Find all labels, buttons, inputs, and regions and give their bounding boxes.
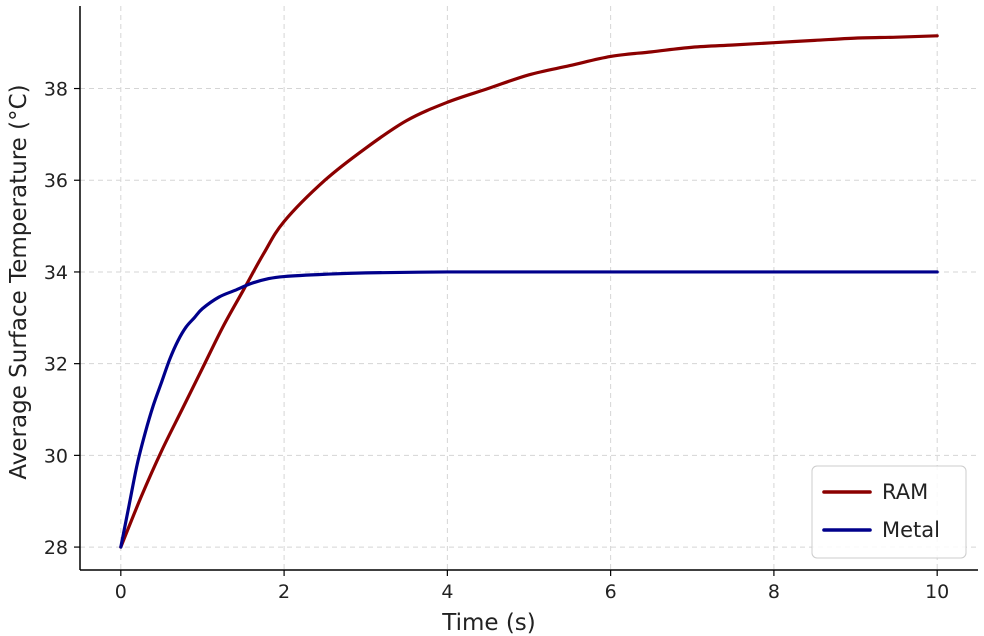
legend-label-metal: Metal bbox=[882, 518, 940, 542]
legend-label-ram: RAM bbox=[882, 480, 928, 504]
x-tick-label: 6 bbox=[605, 581, 617, 603]
y-tick-label: 36 bbox=[44, 170, 68, 192]
x-tick-label: 2 bbox=[278, 581, 290, 603]
y-tick-label: 30 bbox=[44, 445, 68, 467]
y-axis-title: Average Surface Temperature (°C) bbox=[6, 84, 32, 479]
y-tick-label: 34 bbox=[44, 262, 68, 284]
y-tick-label: 28 bbox=[44, 537, 68, 559]
series-line-metal bbox=[119, 270, 939, 549]
series-line-ram bbox=[119, 34, 939, 549]
x-axis-title: Time (s) bbox=[441, 610, 536, 636]
x-tick-label: 4 bbox=[441, 581, 453, 603]
legend-box bbox=[811, 465, 967, 559]
x-tick-label: 10 bbox=[925, 581, 949, 603]
y-tick-label: 32 bbox=[44, 354, 68, 376]
series-layer bbox=[119, 34, 939, 549]
x-tick-label: 0 bbox=[115, 581, 127, 603]
axes: 0 2 4 6 8 10 28 30 32 34 36 38 bbox=[44, 6, 978, 603]
x-tick-label: 8 bbox=[768, 581, 780, 603]
legend: RAM Metal bbox=[811, 465, 967, 559]
y-tick-label: 38 bbox=[44, 79, 68, 101]
